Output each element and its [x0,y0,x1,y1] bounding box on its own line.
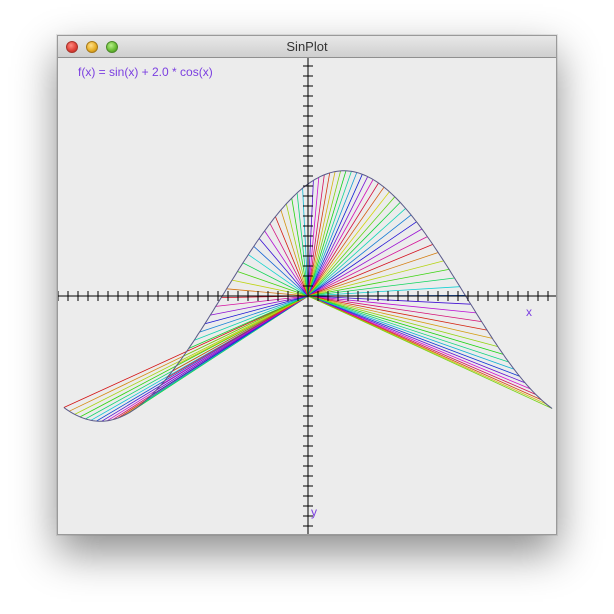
function-plot [58,58,556,534]
title-bar[interactable]: SinPlot [58,36,556,58]
y-axis-label: y [311,505,317,519]
fan-line [307,196,396,297]
fan-line [307,214,412,297]
fan-line [307,202,401,297]
fan-line [307,171,336,297]
fan-line [307,295,553,409]
x-axis-label: x [526,305,532,319]
fan-line [307,295,531,390]
fan-line [210,295,309,316]
fan-line [307,295,477,314]
fan-line [285,203,309,297]
fan-line [248,254,309,297]
fan-line [296,192,309,297]
fan-line [307,252,439,297]
close-window-button[interactable] [66,41,78,53]
fan-line [258,238,309,297]
fan-line [172,295,309,372]
fan-line [269,223,309,297]
fan-line [307,295,509,363]
fan-line [307,277,455,297]
fan-line [307,208,406,297]
fan-line [307,186,385,297]
fan-line [307,295,471,305]
fan-line [307,228,423,297]
fan-line [307,295,536,395]
fan-line [307,295,499,347]
fan-line [307,295,526,384]
fan-line [264,230,309,297]
fan-line [307,295,515,370]
fan-line [307,295,493,339]
plot-area: f(x) = sin(x) + 2.0 * cos(x) x y [58,58,556,534]
fan-line [161,295,309,385]
fan-line [307,174,363,297]
fan-line [215,295,309,307]
zoom-window-button[interactable] [106,41,118,53]
fan-line [307,180,314,297]
fan-line [307,269,450,297]
fan-line [307,172,331,297]
fan-line [183,295,309,357]
fan-line [199,295,309,333]
fan-line [237,271,309,297]
fan-line [275,216,309,297]
fan-line [307,236,428,297]
fan-line [204,295,309,325]
fan-line [307,176,369,297]
fan-line [307,244,433,297]
fan-line [307,191,390,297]
fan-line [307,286,460,297]
fan-line [307,182,379,297]
fan-line [307,221,417,297]
fan-line [74,295,309,415]
fan-line [193,295,309,341]
fan-line [253,246,309,297]
fan-line [166,295,309,379]
fan-line [188,295,309,349]
fan-line [280,209,309,297]
fan-line [242,262,309,297]
fan-line [307,170,341,297]
fan-line [307,260,444,297]
fan-line [231,279,309,297]
minimize-window-button[interactable] [86,41,98,53]
fan-line [307,295,488,331]
fan-line [307,179,374,297]
fan-line [177,295,309,365]
fan-line [307,295,520,377]
fan-line [307,170,347,297]
fan-line [307,172,358,297]
fan-line [291,198,309,297]
window-title: SinPlot [286,39,328,54]
sinplot-window: SinPlot f(x) = sin(x) + 2.0 * cos(x) x y [57,35,557,535]
fan-line [226,288,309,297]
fan-line [307,171,352,297]
fan-line [307,295,504,355]
formula-label: f(x) = sin(x) + 2.0 * cos(x) [78,65,213,79]
fan-line [307,295,482,322]
